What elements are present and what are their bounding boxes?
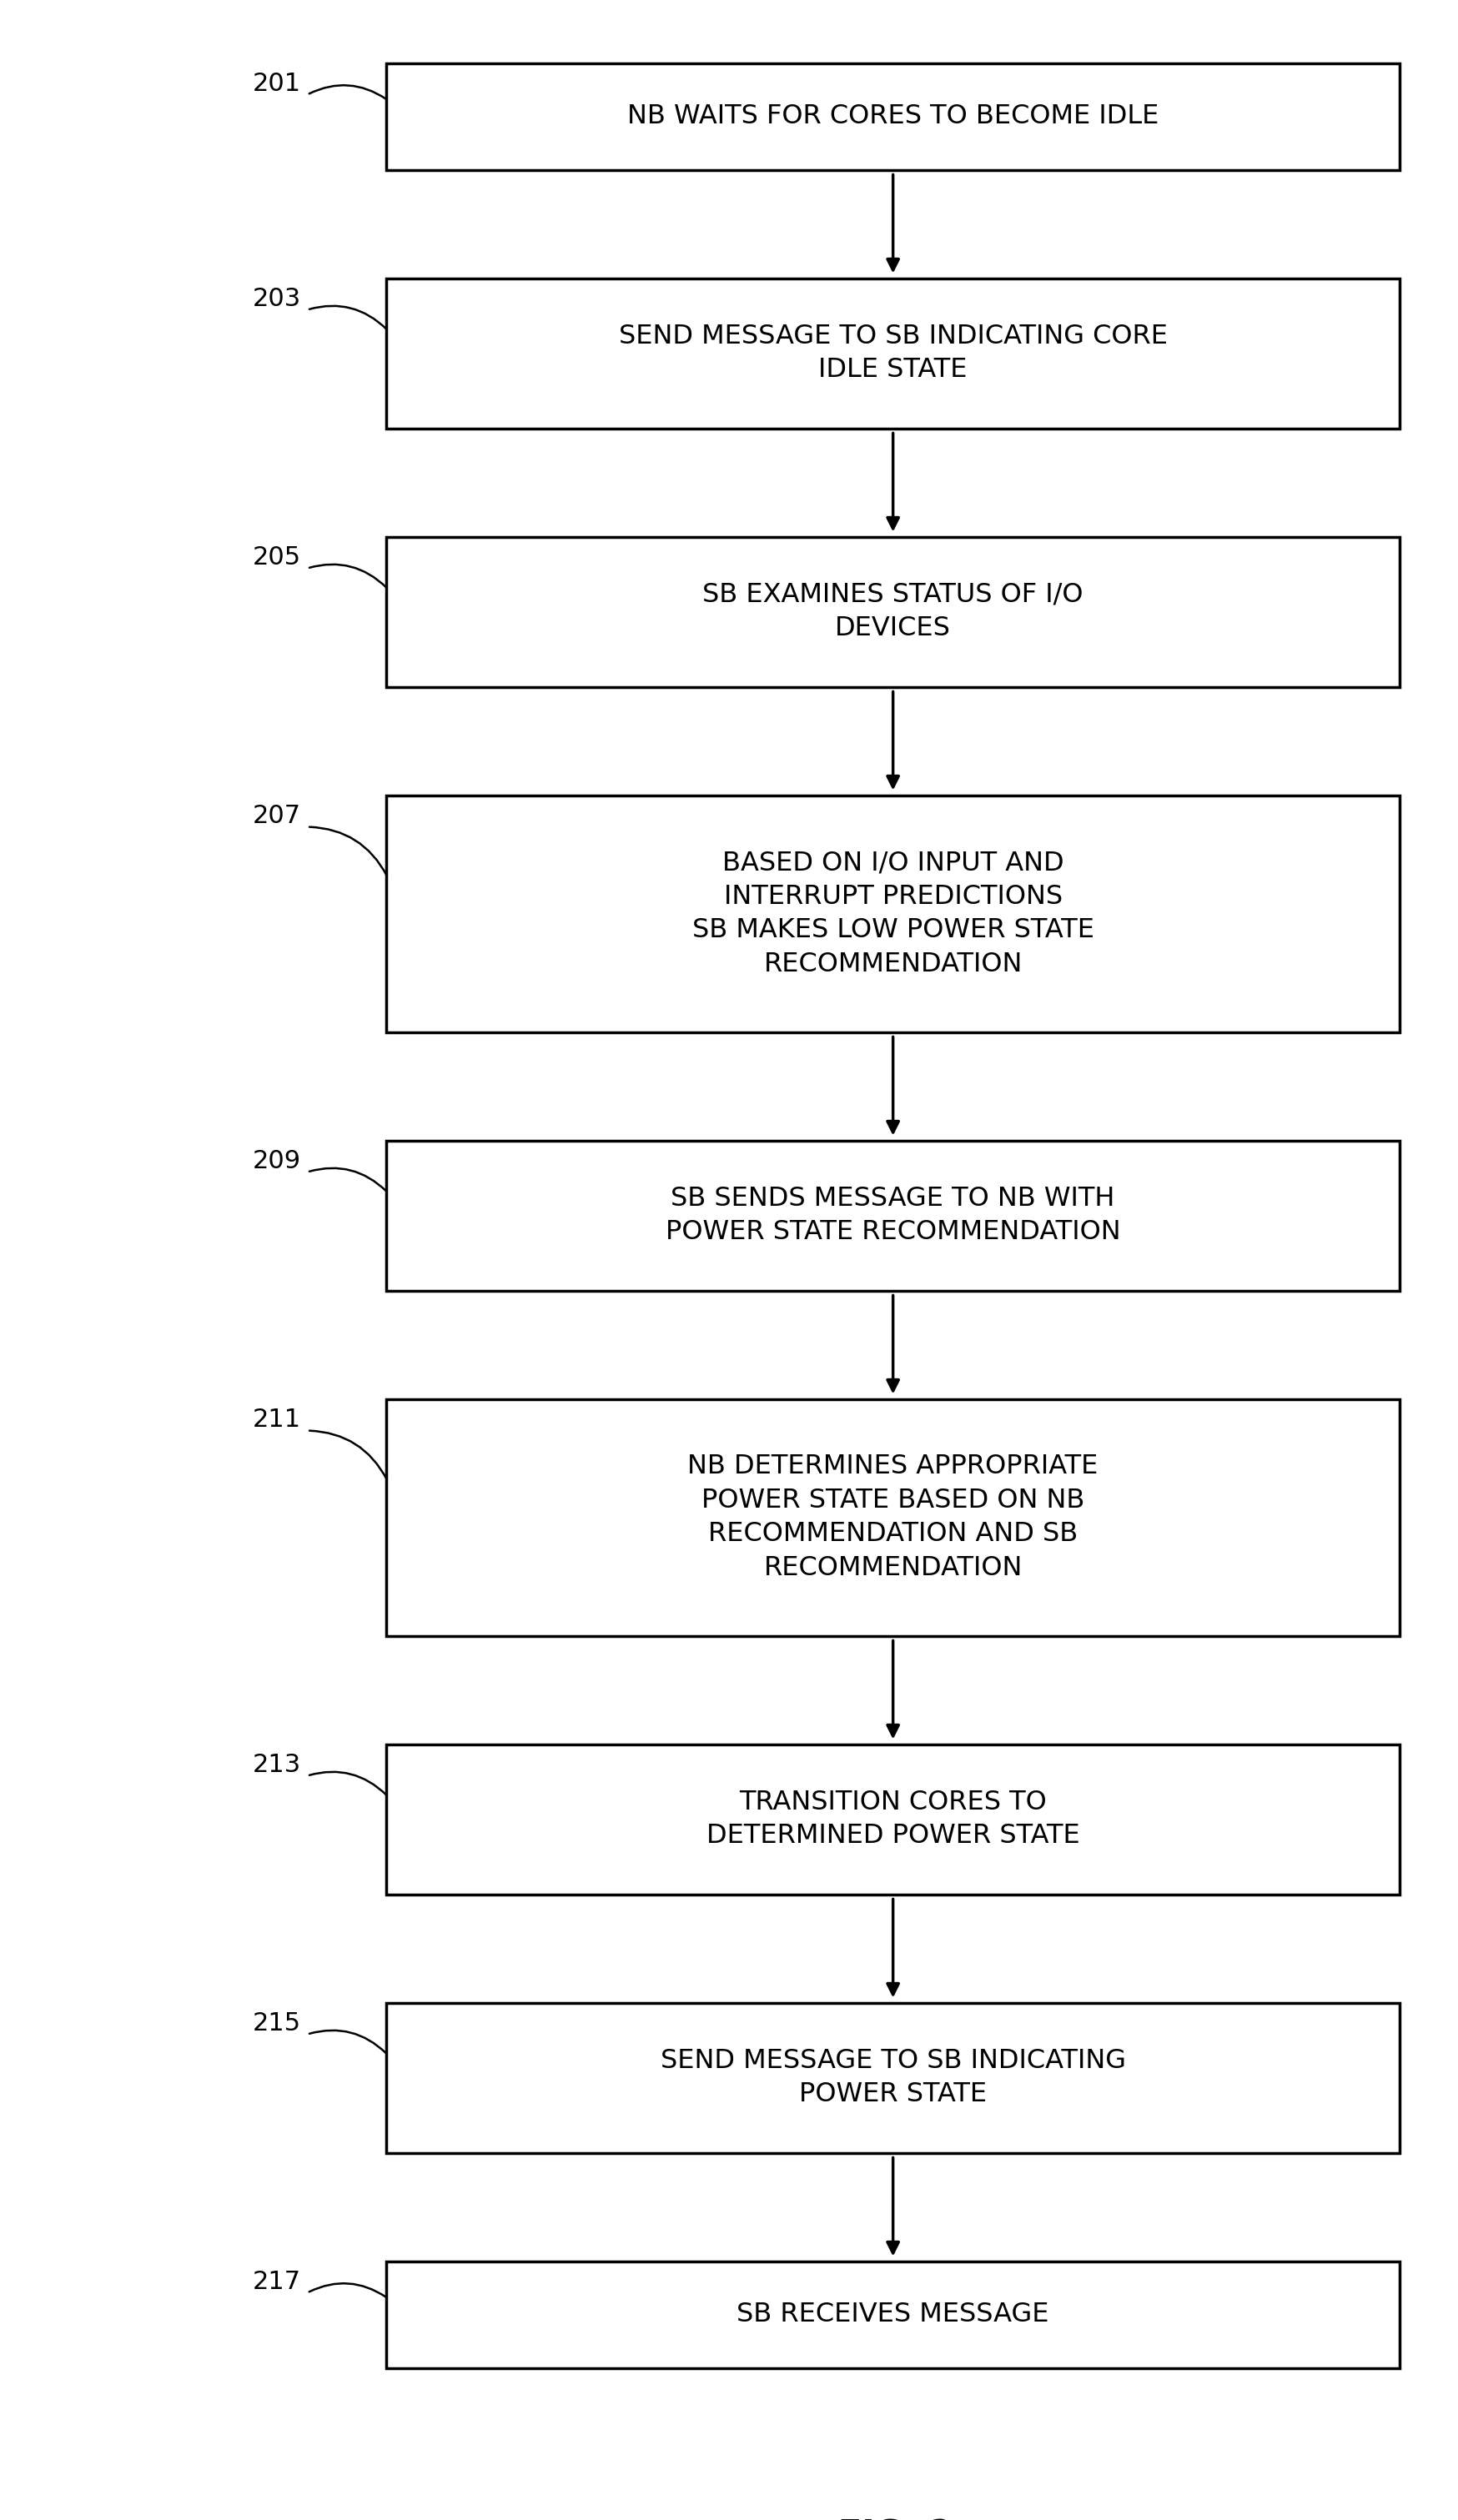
Text: SB EXAMINES STATUS OF I/O
DEVICES: SB EXAMINES STATUS OF I/O DEVICES <box>703 582 1083 643</box>
FancyBboxPatch shape <box>386 1142 1400 1290</box>
Text: 217: 217 <box>252 2271 302 2293</box>
Text: 209: 209 <box>252 1149 302 1172</box>
FancyBboxPatch shape <box>386 2003 1400 2152</box>
FancyBboxPatch shape <box>386 277 1400 428</box>
Text: 213: 213 <box>252 1751 302 1777</box>
FancyBboxPatch shape <box>386 63 1400 169</box>
Text: TRANSITION CORES TO
DETERMINED POWER STATE: TRANSITION CORES TO DETERMINED POWER STA… <box>706 1789 1080 1850</box>
Text: NB WAITS FOR CORES TO BECOME IDLE: NB WAITS FOR CORES TO BECOME IDLE <box>627 103 1159 129</box>
Text: SEND MESSAGE TO SB INDICATING
POWER STATE: SEND MESSAGE TO SB INDICATING POWER STAT… <box>660 2049 1126 2107</box>
Text: 211: 211 <box>252 1406 302 1431</box>
Text: 201: 201 <box>252 71 302 96</box>
FancyBboxPatch shape <box>386 1744 1400 1895</box>
Text: 203: 203 <box>252 287 302 310</box>
Text: BASED ON I/O INPUT AND
INTERRUPT PREDICTIONS
SB MAKES LOW POWER STATE
RECOMMENDA: BASED ON I/O INPUT AND INTERRUPT PREDICT… <box>693 849 1094 978</box>
Text: SEND MESSAGE TO SB INDICATING CORE
IDLE STATE: SEND MESSAGE TO SB INDICATING CORE IDLE … <box>618 323 1168 383</box>
FancyBboxPatch shape <box>386 1399 1400 1635</box>
FancyBboxPatch shape <box>386 796 1400 1033</box>
FancyBboxPatch shape <box>386 2260 1400 2369</box>
Text: 215: 215 <box>252 2011 302 2036</box>
Text: NB DETERMINES APPROPRIATE
POWER STATE BASED ON NB
RECOMMENDATION AND SB
RECOMMEN: NB DETERMINES APPROPRIATE POWER STATE BA… <box>688 1454 1098 1580</box>
Text: 205: 205 <box>252 544 302 570</box>
Text: SB SENDS MESSAGE TO NB WITH
POWER STATE RECOMMENDATION: SB SENDS MESSAGE TO NB WITH POWER STATE … <box>665 1184 1121 1245</box>
FancyBboxPatch shape <box>386 537 1400 688</box>
Text: 207: 207 <box>252 804 302 827</box>
Text: SB RECEIVES MESSAGE: SB RECEIVES MESSAGE <box>736 2301 1050 2328</box>
